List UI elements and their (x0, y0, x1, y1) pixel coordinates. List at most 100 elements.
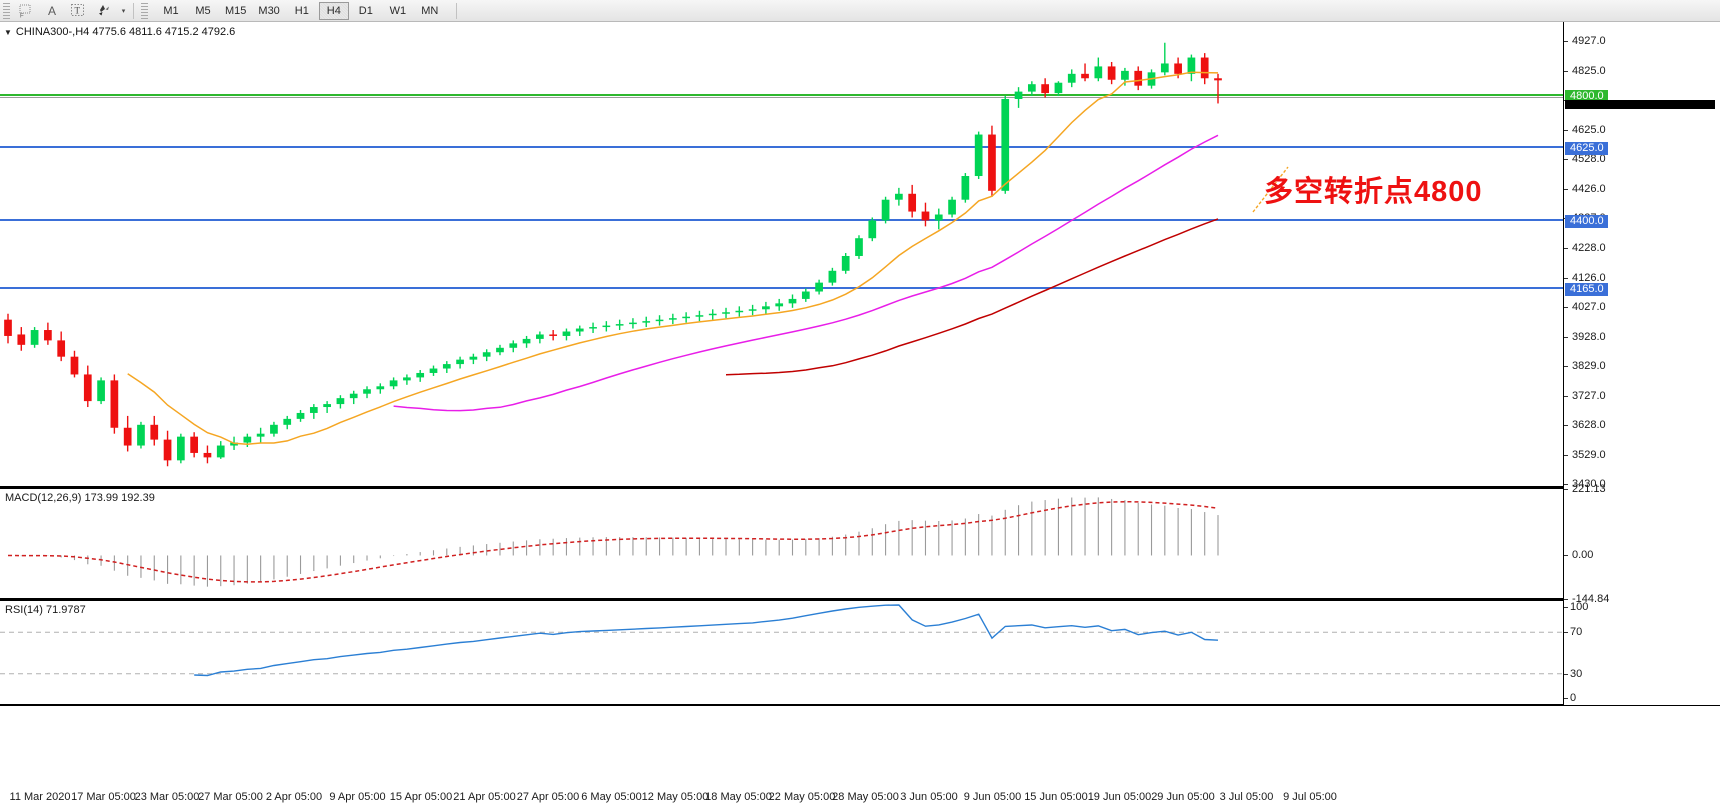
price-level-4165[interactable] (0, 287, 1563, 289)
price-axis-tick: 3529.0 (1564, 449, 1606, 461)
timeframe-m30[interactable]: M30 (253, 2, 284, 20)
timeframe-mn[interactable]: MN (415, 2, 445, 20)
time-axis-label: 18 May 05:00 (705, 791, 772, 803)
time-axis[interactable]: 11 Mar 2020 17 Mar 05:00 23 Mar 05:00 27 Ma… (0, 705, 1720, 803)
timeframe-label: H1 (294, 4, 309, 17)
price-axis-tag[interactable]: 4800.0 (1565, 90, 1608, 103)
toolbar-grip-1[interactable] (3, 2, 10, 19)
shapes-icon[interactable] (91, 1, 117, 21)
svg-text:F: F (20, 13, 24, 18)
price-level-4625[interactable] (0, 146, 1563, 148)
price-axis-tick: 3829.0 (1564, 360, 1606, 372)
time-axis-label: 27 Apr 05:00 (516, 791, 580, 803)
toolbar-grip-2[interactable] (141, 2, 148, 19)
timeframe-m15[interactable]: M15 (220, 2, 251, 20)
time-axis-label: 6 May 05:00 (581, 791, 642, 803)
main-toolbar: F A T ▾ M1 M5 M15 M30 H1 H4 D1 W1 MN (0, 0, 1720, 22)
chart-area[interactable]: ▼ CHINA300-,H4 4775.6 4811.6 4715.2 4792… (0, 22, 1720, 803)
timeframe-label: W1 (389, 4, 407, 17)
price-axis[interactable]: 4927.04825.04726.04625.04528.04426.04327… (1563, 22, 1720, 705)
timeframe-m5[interactable]: M5 (188, 2, 218, 20)
time-axis-label: 23 Mar 05:00 (134, 791, 200, 803)
symbol-caret-icon[interactable]: ▼ (4, 27, 12, 37)
time-axis-label: 9 Apr 05:00 (329, 791, 386, 803)
macd-axis-tick: -144.84 (1564, 594, 1609, 605)
price-axis-tick: 4825.0 (1564, 65, 1606, 77)
toolbar-divider (133, 2, 134, 19)
time-axis-label: 15 Apr 05:00 (389, 791, 453, 803)
symbol-info-row[interactable]: ▼ CHINA300-,H4 4775.6 4811.6 4715.2 4792… (4, 26, 235, 38)
timeframe-label: M5 (195, 4, 211, 17)
price-axis-tick: 4228.0 (1564, 242, 1606, 254)
price-axis-tag[interactable]: 4400.0 (1565, 215, 1608, 228)
timeframe-label: M1 (163, 4, 179, 17)
time-axis-label: 29 Jun 05:00 (1151, 791, 1215, 803)
timeframe-label: M30 (258, 4, 280, 17)
time-axis-label: 27 Mar 05:00 (198, 791, 263, 803)
timeframe-label: D1 (358, 4, 373, 17)
time-axis-label: 3 Jun 05:00 (900, 791, 958, 803)
time-axis-label: 9 Jun 05:00 (963, 791, 1022, 803)
rsi-axis-tick: 100 (1564, 602, 1588, 613)
price-axis-tick: 3928.0 (1564, 331, 1606, 343)
caret-glyph: ▾ (121, 7, 126, 15)
macd-pane[interactable]: MACD(12,26,9) 173.99 192.39 (0, 489, 1563, 599)
time-axis-label: 28 May 05:00 (832, 791, 899, 803)
time-axis-label: 21 Apr 05:00 (453, 791, 516, 803)
svg-text:T: T (75, 6, 81, 16)
time-axis-label: 3 Jul 05:00 (1219, 791, 1274, 803)
chart-annotation-text[interactable]: 多空转折点4800 (1264, 176, 1483, 208)
rsi-pane[interactable]: RSI(14) 71.9787 (0, 601, 1563, 705)
timeframe-h1[interactable]: H1 (287, 2, 317, 20)
macd-pane-inner (0, 489, 1563, 598)
price-pane-inner (0, 22, 1563, 486)
price-axis-tick: 4625.0 (1564, 125, 1606, 136)
timeframe-label: H4 (326, 4, 341, 17)
timeframe-m1[interactable]: M1 (156, 2, 186, 20)
price-level-4800[interactable] (0, 94, 1563, 96)
price-level-4400[interactable] (0, 219, 1563, 221)
time-axis-label: 22 May 05:00 (768, 791, 836, 803)
toolbar-divider-2 (455, 2, 457, 19)
current-price-marker (1565, 100, 1715, 109)
timeframe-group: M1 M5 M15 M30 H1 H4 D1 W1 MN (155, 1, 446, 20)
price-axis-tag[interactable]: 4625.0 (1565, 142, 1608, 155)
macd-label: MACD(12,26,9) 173.99 192.39 (5, 492, 155, 504)
timeframe-d1[interactable]: D1 (351, 2, 381, 20)
time-axis-label: 12 May 05:00 (641, 791, 709, 803)
time-axis-label: 2 Apr 05:00 (265, 791, 323, 803)
text-label-icon[interactable]: A (39, 1, 65, 21)
price-level-4800-shadow (0, 97, 1563, 98)
text-label-glyph: A (47, 3, 56, 18)
rsi-axis-tick: 0 (1564, 693, 1576, 704)
price-axis-tag[interactable]: 4165.0 (1565, 283, 1608, 296)
price-axis-tick: 3727.0 (1564, 391, 1606, 402)
pane-separator-macd (0, 487, 1563, 489)
shapes-dropdown-caret[interactable]: ▾ (117, 1, 129, 21)
price-axis-tick: 3430.0 (1564, 479, 1606, 490)
rsi-axis-tick: 30 (1564, 668, 1582, 680)
price-axis-tick: 4927.0 (1564, 35, 1606, 47)
pane-separator-rsi (0, 599, 1563, 601)
macd-axis-tick: 221.13 (1564, 484, 1606, 495)
crosshair-icon[interactable]: F (13, 1, 39, 21)
price-axis-tick: 4426.0 (1564, 184, 1606, 195)
timeframe-h4[interactable]: H4 (318, 1, 349, 20)
macd-axis-tick: 0.00 (1564, 550, 1593, 561)
symbol-info-text: CHINA300-,H4 4775.6 4811.6 4715.2 4792.6 (15, 26, 236, 38)
rsi-plot (0, 604, 1563, 677)
macd-plot (7, 497, 1219, 587)
rsi-axis-tick: 70 (1564, 627, 1582, 638)
rsi-label: RSI(14) 71.9787 (5, 604, 86, 616)
rsi-pane-inner (0, 601, 1563, 704)
price-pane[interactable]: ▼ CHINA300-,H4 4775.6 4811.6 4715.2 4792… (0, 22, 1563, 487)
time-axis-label: 19 Jun 05:00 (1087, 791, 1152, 803)
price-axis-tick: 4126.0 (1564, 272, 1606, 284)
time-axis-label: 15 Jun 05:00 (1024, 791, 1088, 803)
timeframe-w1[interactable]: W1 (383, 2, 413, 20)
price-candles (4, 42, 1289, 467)
price-axis-tick: 3628.0 (1564, 420, 1606, 431)
timeframe-label: M15 (225, 4, 247, 17)
price-axis-tick: 4528.0 (1564, 153, 1606, 165)
text-box-icon[interactable]: T (65, 1, 91, 21)
